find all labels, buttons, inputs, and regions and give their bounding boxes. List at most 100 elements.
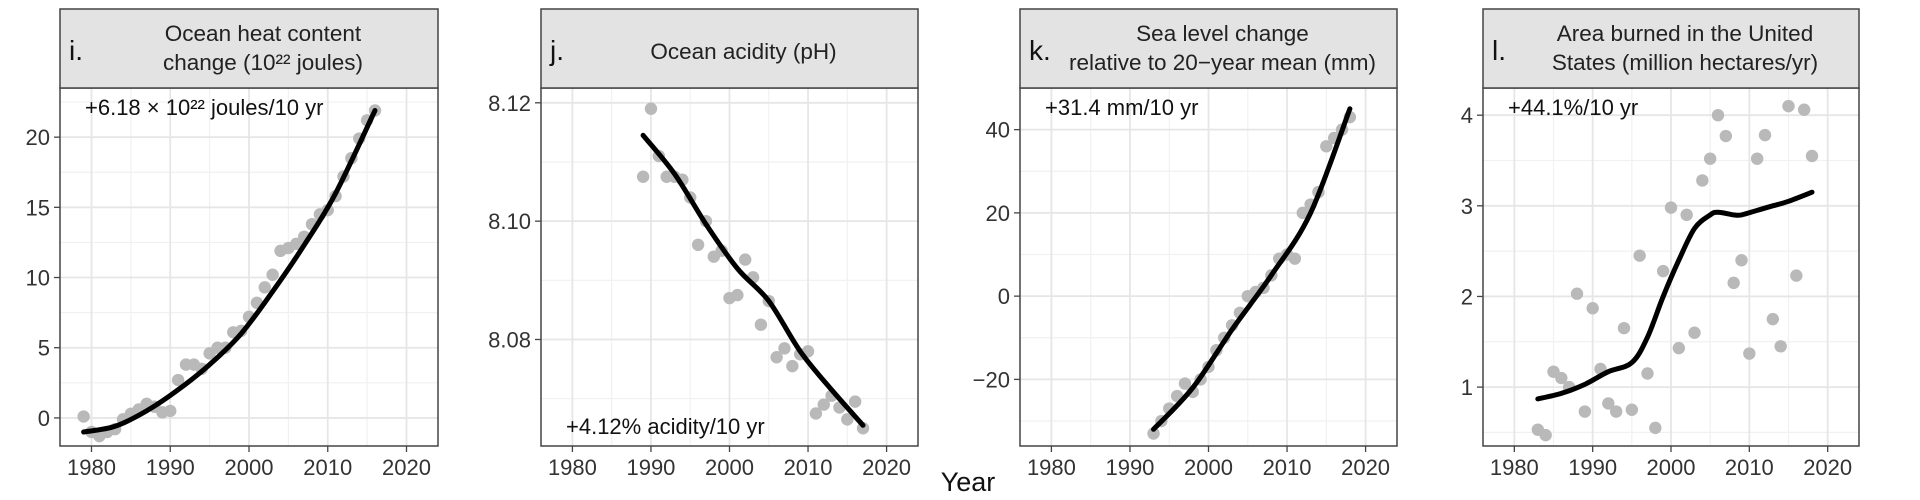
data-point [754, 318, 768, 331]
data-point [1680, 208, 1693, 222]
x-tick-label: 2020 [862, 455, 911, 480]
y-tick-label: 8.12 [488, 91, 531, 116]
data-point [848, 395, 862, 408]
data-point [786, 359, 799, 373]
panel-title-line: Ocean acidity (pH) [650, 39, 836, 64]
data-point [1774, 340, 1787, 353]
x-tick-label: 2010 [784, 455, 833, 480]
x-axis-title: Year [941, 467, 996, 497]
data-point [1672, 341, 1686, 355]
data-point [1727, 276, 1740, 290]
data-point [1649, 421, 1662, 435]
data-point [1656, 264, 1670, 278]
data-point [1633, 249, 1646, 262]
panel-title-line: Ocean heat content [165, 21, 362, 46]
panel-title-line: change (10²² joules) [163, 50, 363, 75]
data-point [1797, 103, 1811, 116]
data-point [1609, 405, 1623, 418]
chart-panel-4: 1980 1990 2000 2010 2020 1 2 3 4 l. Area burned in… [1461, 8, 1860, 480]
y-tick-label: −20 [973, 367, 1010, 392]
y-tick-label: 20 [26, 125, 50, 150]
panel-header [1482, 8, 1860, 89]
panel-header [59, 8, 439, 89]
x-tick-label: 2020 [1803, 455, 1852, 480]
data-point [164, 404, 177, 418]
data-point [1617, 321, 1631, 335]
x-tick-label: 1990 [146, 455, 195, 480]
data-point [1782, 99, 1795, 113]
x-tick-label: 2010 [1725, 455, 1774, 480]
trend-annotation: +31.4 mm/10 yr [1045, 95, 1198, 120]
panel-letter: l. [1492, 35, 1506, 66]
data-point [1147, 427, 1160, 440]
trend-line [81, 108, 378, 435]
x-tick-label: 1980 [1490, 455, 1539, 480]
panel-letter: j. [549, 35, 564, 66]
y-tick-label: 10 [26, 266, 50, 291]
y-tick-label: 20 [986, 201, 1010, 226]
data-point [1641, 367, 1654, 380]
panel-letter: k. [1029, 35, 1051, 66]
data-point [1766, 312, 1780, 326]
y-tick-label: 1 [1461, 375, 1473, 400]
data-point [1703, 152, 1717, 165]
data-point [77, 410, 90, 423]
data-point [1711, 108, 1725, 122]
x-tick-label: 1990 [1568, 455, 1617, 480]
data-point [1555, 371, 1568, 385]
panel-title-line: Sea level change [1136, 21, 1309, 46]
trend-annotation: +6.18 × 10²² joules/10 yr [85, 95, 323, 120]
chart-panel-1: 1980 1990 2000 2010 2020 0 5 10 15 20 i. Ocean heat… [26, 8, 439, 480]
trend-annotation: +4.12% acidity/10 yr [566, 414, 765, 439]
trend-line [640, 132, 866, 428]
data-point [1296, 206, 1309, 220]
data-point [731, 288, 744, 302]
data-point [1288, 252, 1302, 265]
data-point [1743, 347, 1756, 360]
x-tick-label: 2000 [705, 455, 754, 480]
data-point [1719, 129, 1733, 143]
chart-panel-3: 1980 1990 2000 2010 2020 −20 0 20 40 k. Sea level … [973, 8, 1398, 480]
panel-title-line: relative to 20−year mean (mm) [1069, 50, 1376, 75]
data-point [1578, 405, 1592, 418]
x-tick-label: 2000 [1647, 455, 1696, 480]
y-tick-label: 4 [1461, 103, 1473, 128]
data-point [1758, 128, 1772, 142]
panel-title-line: States (million hectares/yr) [1552, 50, 1818, 75]
x-tick-label: 2010 [1263, 455, 1312, 480]
data-point [1586, 302, 1599, 315]
data-point [1805, 149, 1819, 163]
x-tick-label: 1980 [1027, 455, 1076, 480]
data-point [1178, 377, 1192, 390]
x-tick-label: 1990 [1105, 455, 1154, 480]
data-point [1320, 140, 1333, 153]
data-point [1570, 287, 1584, 300]
data-point [1790, 269, 1803, 282]
y-tick-label: 2 [1461, 284, 1473, 309]
x-tick-label: 2010 [303, 455, 352, 480]
x-tick-label: 2020 [1341, 455, 1390, 480]
panel-title-line: Area burned in the United [1557, 21, 1813, 46]
data-point [1539, 428, 1552, 442]
data-point [691, 238, 705, 252]
panel-header [1019, 8, 1398, 89]
panel-header [540, 8, 919, 89]
trend-line [1151, 106, 1353, 432]
data-point [1664, 201, 1678, 214]
data-point [258, 281, 271, 294]
y-tick-label: 5 [38, 336, 50, 361]
data-point [1750, 152, 1764, 165]
data-point [1688, 326, 1701, 339]
x-tick-label: 2000 [225, 455, 274, 480]
y-tick-label: 8.08 [488, 327, 531, 352]
data-point [841, 413, 854, 426]
data-point [739, 253, 752, 266]
data-point [266, 268, 279, 281]
x-tick-label: 1980 [548, 455, 597, 480]
data-point [171, 373, 185, 387]
data-point [1625, 403, 1639, 416]
y-tick-label: 40 [986, 118, 1010, 143]
data-point [770, 351, 783, 364]
trend-line [1535, 189, 1815, 402]
